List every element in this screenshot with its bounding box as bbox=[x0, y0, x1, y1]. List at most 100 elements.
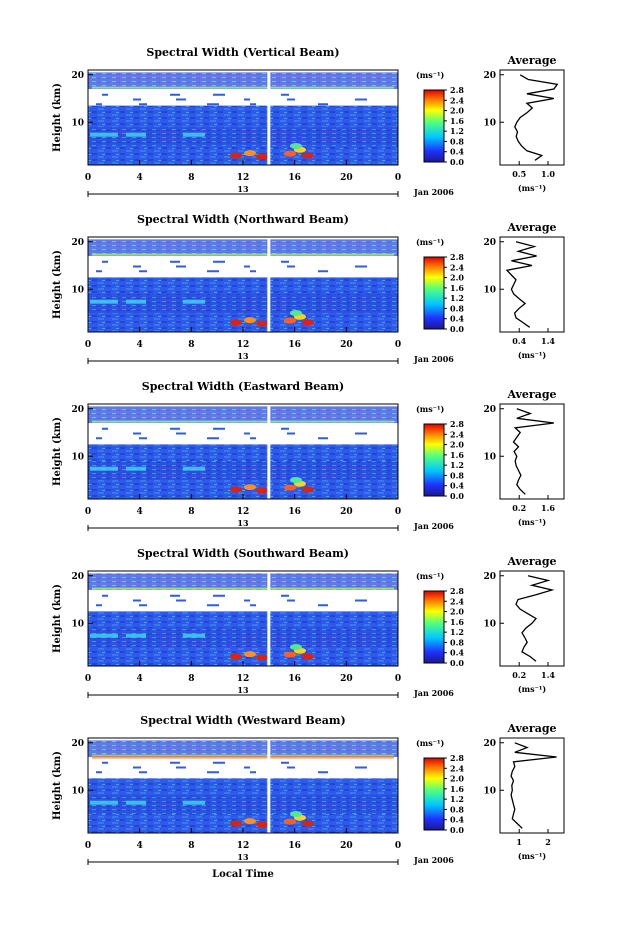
colorbar-label: (ms⁻¹) bbox=[416, 237, 444, 247]
heatmap-fragment bbox=[170, 93, 180, 96]
y-tick-label: 10 bbox=[71, 619, 84, 629]
colorbar-tick-label: 0.4 bbox=[450, 481, 464, 491]
heatmap-fragment bbox=[102, 427, 108, 430]
average-x-tick-label: 1.6 bbox=[541, 503, 555, 513]
x-tick-label: 16 bbox=[288, 674, 301, 684]
x-tick-label: 20 bbox=[340, 173, 353, 183]
panel-title: Spectral Width (Northward Beam) bbox=[137, 213, 349, 226]
heatmap-fragment bbox=[176, 432, 186, 435]
colorbar-tick-label: 0.4 bbox=[450, 147, 464, 157]
colorbar bbox=[423, 757, 445, 831]
heatmap-hotspot bbox=[284, 150, 296, 157]
y-tick-label: 10 bbox=[71, 118, 84, 128]
x-tick-label: 0 bbox=[395, 340, 401, 350]
panel-title: Spectral Width (Vertical Beam) bbox=[146, 46, 339, 59]
colorbar-tick-label: 0.4 bbox=[450, 648, 464, 658]
heatmap-streak bbox=[183, 800, 205, 805]
x-tick-label: 20 bbox=[340, 674, 353, 684]
colorbar-tick-label: 2.8 bbox=[450, 85, 464, 95]
colorbar-label: (ms⁻¹) bbox=[416, 738, 444, 748]
tropopause-layer bbox=[92, 420, 394, 423]
x-tick-label: 8 bbox=[188, 674, 194, 684]
x-tick-label: 0 bbox=[85, 340, 91, 350]
average-title: Average bbox=[506, 54, 556, 67]
colorbar-label: (ms⁻¹) bbox=[416, 571, 444, 581]
colorbar-tick-label: 1.2 bbox=[450, 293, 464, 303]
heatmap-upper bbox=[88, 740, 398, 757]
y-tick-label: 20 bbox=[71, 71, 84, 81]
heatmap-fragment bbox=[355, 432, 367, 435]
heatmap-hotspot bbox=[230, 319, 242, 326]
heatmap-streak bbox=[90, 132, 118, 137]
data-gap bbox=[267, 70, 271, 165]
heatmap-fragment bbox=[281, 93, 289, 96]
heatmap-fragment bbox=[244, 432, 250, 435]
tropopause-hot bbox=[92, 755, 394, 759]
colorbar-tick-label: 1.2 bbox=[450, 627, 464, 637]
heatmap-fragment bbox=[133, 599, 141, 602]
heatmap-fragment bbox=[176, 766, 186, 769]
heatmap-fragment bbox=[139, 771, 147, 774]
heatmap-fragment bbox=[207, 604, 219, 607]
tropopause-layer bbox=[92, 86, 394, 89]
heatmap-streak bbox=[90, 299, 118, 304]
panel-title: Spectral Width (Southward Beam) bbox=[137, 547, 349, 560]
panel-title: Spectral Width (Eastward Beam) bbox=[142, 380, 344, 393]
average-profile-line bbox=[512, 408, 554, 495]
colorbar-tick-label: 1.2 bbox=[450, 460, 464, 470]
heatmap-streak bbox=[90, 466, 118, 471]
x-tick-label: 20 bbox=[340, 841, 353, 851]
heatmap-fragment bbox=[139, 437, 147, 440]
colorbar-tick-label: 0.0 bbox=[450, 825, 464, 835]
heatmap-band bbox=[88, 795, 398, 814]
date-marker: 13 bbox=[237, 351, 249, 361]
x-tick-label: 0 bbox=[395, 674, 401, 684]
colorbar-tick-label: 1.2 bbox=[450, 794, 464, 804]
heatmap-fragment bbox=[318, 771, 328, 774]
colorbar-tick-label: 2.8 bbox=[450, 753, 464, 763]
x-tick-label: 16 bbox=[288, 173, 301, 183]
tropopause-layer bbox=[92, 253, 394, 256]
average-x-tick-label: 1.4 bbox=[541, 670, 555, 680]
heatmap-fragment bbox=[355, 766, 367, 769]
heatmap-fragment bbox=[207, 771, 219, 774]
colorbar-tick-label: 2.0 bbox=[450, 273, 464, 283]
y-tick-label: 20 bbox=[71, 572, 84, 582]
heatmap-hotspot bbox=[256, 153, 268, 160]
y-tick-label: 20 bbox=[71, 405, 84, 415]
average-y-tick-label: 10 bbox=[483, 285, 496, 295]
heatmap-fragment bbox=[96, 103, 102, 106]
heatmap-streak bbox=[126, 466, 146, 471]
data-gap bbox=[267, 571, 271, 666]
x-tick-label: 0 bbox=[395, 173, 401, 183]
colorbar-tick-label: 0.8 bbox=[450, 136, 464, 146]
x-tick-label: 8 bbox=[188, 340, 194, 350]
average-title: Average bbox=[506, 221, 556, 234]
heatmap-fragment bbox=[213, 93, 225, 96]
colorbar-tick-label: 2.0 bbox=[450, 106, 464, 116]
heatmap-fragment bbox=[170, 594, 180, 597]
heatmap-hotspot bbox=[290, 143, 302, 149]
heatmap-hotspot bbox=[244, 818, 256, 825]
heatmap-hotspot bbox=[230, 486, 242, 493]
heatmap-fragment bbox=[102, 594, 108, 597]
colorbar-tick-label: 2.4 bbox=[450, 262, 464, 272]
heatmap-fragment bbox=[287, 98, 295, 101]
heatmap-fragment bbox=[96, 604, 102, 607]
heatmap-fragment bbox=[133, 98, 141, 101]
data-gap bbox=[267, 237, 271, 332]
heatmap-fragment bbox=[213, 260, 225, 263]
heatmap-fragment bbox=[133, 265, 141, 268]
heatmap-streak bbox=[183, 466, 205, 471]
heatmap-fragment bbox=[102, 761, 108, 764]
average-y-tick-label: 20 bbox=[483, 71, 496, 81]
heatmap-streak bbox=[126, 633, 146, 638]
y-tick-label: 10 bbox=[71, 285, 84, 295]
y-tick-label: 10 bbox=[71, 786, 84, 796]
average-profile-line bbox=[514, 74, 559, 161]
average-y-tick-label: 10 bbox=[483, 452, 496, 462]
date-label: Jan 2006 bbox=[413, 688, 454, 698]
heatmap-hotspot bbox=[230, 653, 242, 660]
average-y-tick-label: 10 bbox=[483, 118, 496, 128]
colorbar-tick-label: 0.4 bbox=[450, 314, 464, 324]
